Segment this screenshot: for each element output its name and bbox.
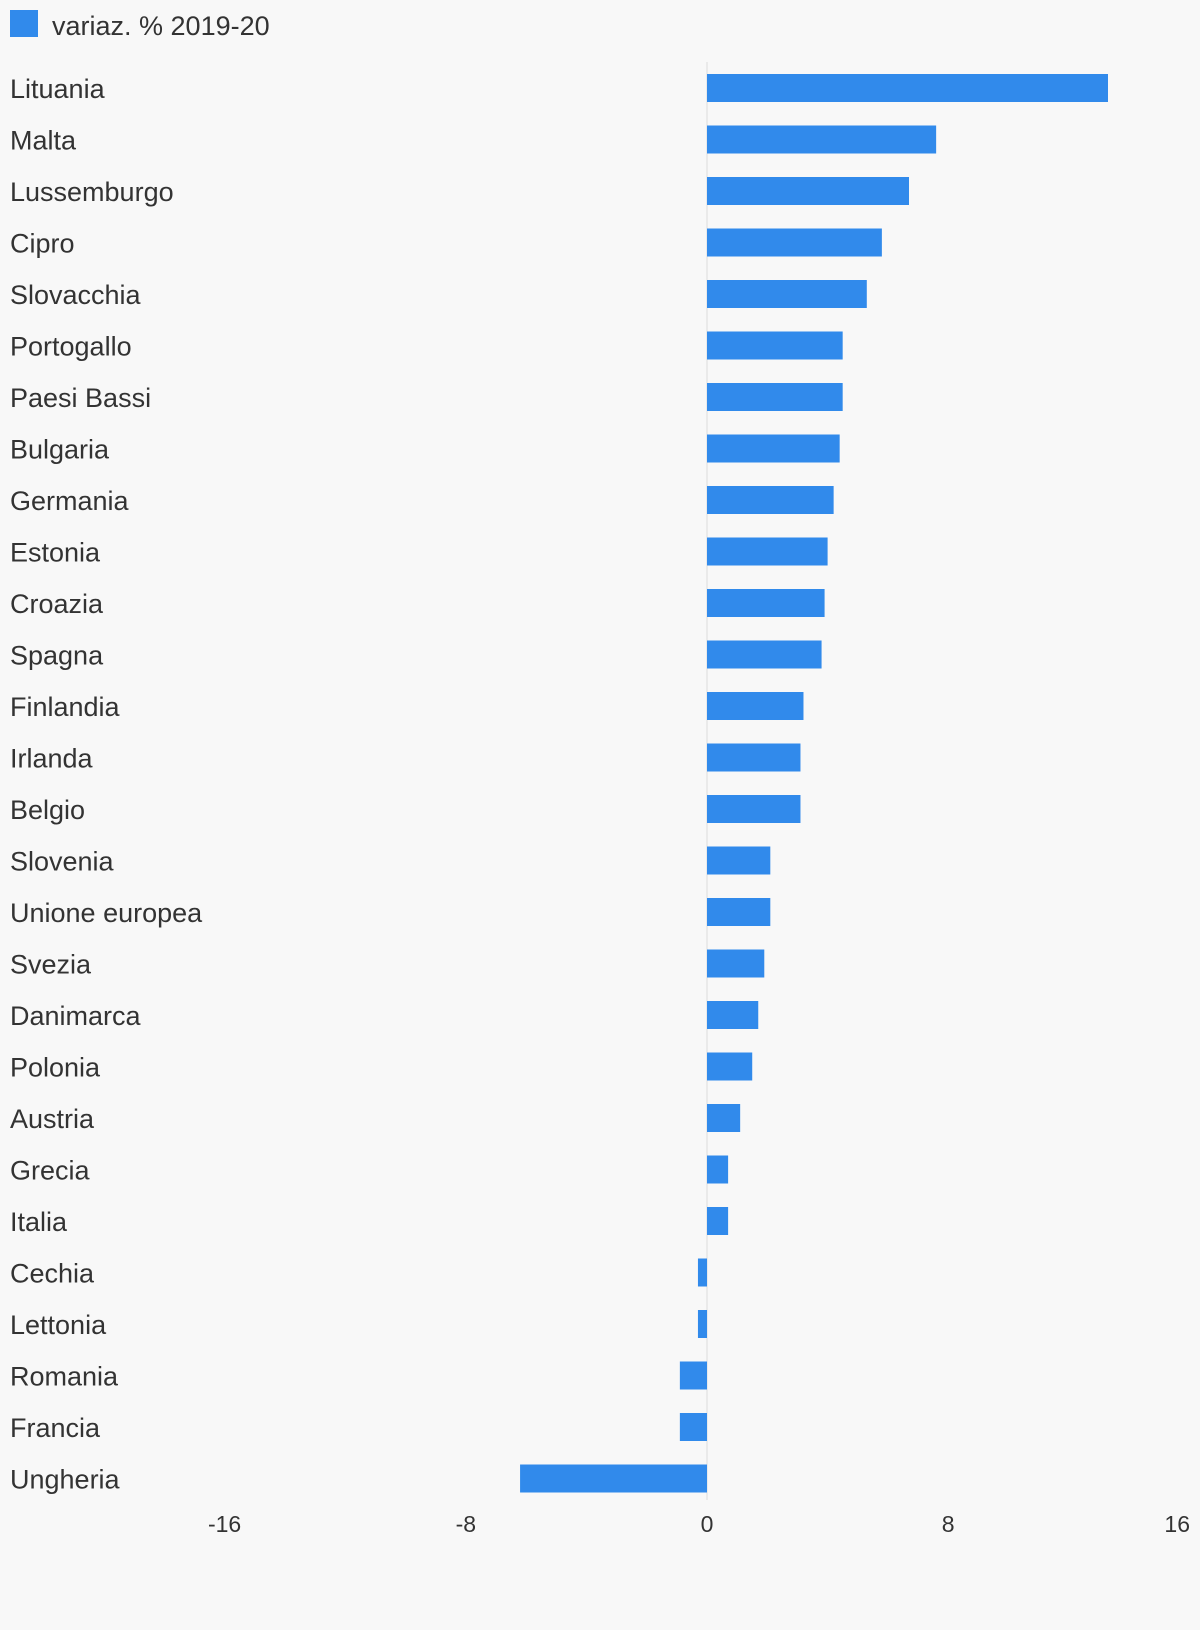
bar-grecia [707, 1155, 729, 1184]
category-label: Ungheria [10, 1465, 121, 1495]
category-label: Lettonia [10, 1310, 107, 1340]
category-label: Italia [10, 1207, 68, 1237]
x-tick-label: 16 [1164, 1511, 1190, 1537]
bar-paesi-bassi [707, 383, 843, 411]
category-label: Francia [10, 1413, 101, 1443]
category-label: Slovenia [10, 847, 115, 877]
category-label: Estonia [10, 538, 101, 568]
bar-lituania [707, 74, 1108, 102]
bar-cechia [697, 1258, 707, 1287]
category-label: Slovacchia [10, 280, 142, 310]
x-tick-label: -8 [456, 1511, 476, 1537]
bar-estonia [707, 537, 828, 566]
category-label: Cechia [10, 1259, 95, 1289]
category-label: Croazia [10, 589, 104, 619]
bar-malta [707, 125, 937, 154]
category-label: Austria [10, 1104, 95, 1134]
bar-svezia [707, 949, 765, 978]
category-label: Malta [10, 126, 77, 156]
bar-cipro [707, 228, 882, 257]
category-label: Lituania [10, 74, 106, 104]
bar-lettonia [697, 1310, 707, 1338]
category-label: Polonia [10, 1053, 101, 1083]
bar-francia [679, 1413, 707, 1441]
legend-swatch [10, 10, 38, 37]
x-tick-label: -16 [208, 1511, 241, 1537]
bar-croazia [707, 589, 825, 617]
bar-slovacchia [707, 280, 867, 308]
bar-ungheria [520, 1464, 707, 1493]
category-label: Belgio [10, 795, 85, 825]
bar-romania [679, 1361, 707, 1390]
bar-finlandia [707, 692, 804, 720]
bar-belgio [707, 795, 801, 823]
bar-lussemburgo [707, 177, 910, 205]
category-label: Germania [10, 486, 130, 516]
category-label: Finlandia [10, 692, 121, 722]
category-label: Lussemburgo [10, 177, 174, 207]
bar-bulgaria [707, 434, 840, 463]
category-label: Cipro [10, 229, 75, 259]
bar-polonia [707, 1052, 753, 1081]
x-tick-label: 0 [701, 1511, 714, 1537]
category-label: Bulgaria [10, 435, 110, 465]
bar-austria [707, 1104, 741, 1132]
x-tick-label: 8 [942, 1511, 955, 1537]
category-label: Romania [10, 1362, 119, 1392]
bar-portogallo [707, 331, 843, 360]
bar-unione-europea [707, 898, 771, 926]
legend-label: variaz. % 2019-20 [52, 11, 270, 41]
category-label: Spagna [10, 641, 104, 671]
category-label: Danimarca [10, 1001, 142, 1031]
category-label: Svezia [10, 950, 92, 980]
bar-italia [707, 1207, 729, 1235]
bar-spagna [707, 640, 822, 669]
bar-irlanda [707, 743, 801, 772]
category-label: Portogallo [10, 332, 132, 362]
bar-danimarca [707, 1001, 759, 1029]
category-label: Paesi Bassi [10, 383, 151, 413]
bar-slovenia [707, 846, 771, 875]
category-label: Grecia [10, 1156, 91, 1186]
bar-germania [707, 486, 834, 514]
category-label: Irlanda [10, 744, 94, 774]
category-label: Unione europea [10, 898, 203, 928]
